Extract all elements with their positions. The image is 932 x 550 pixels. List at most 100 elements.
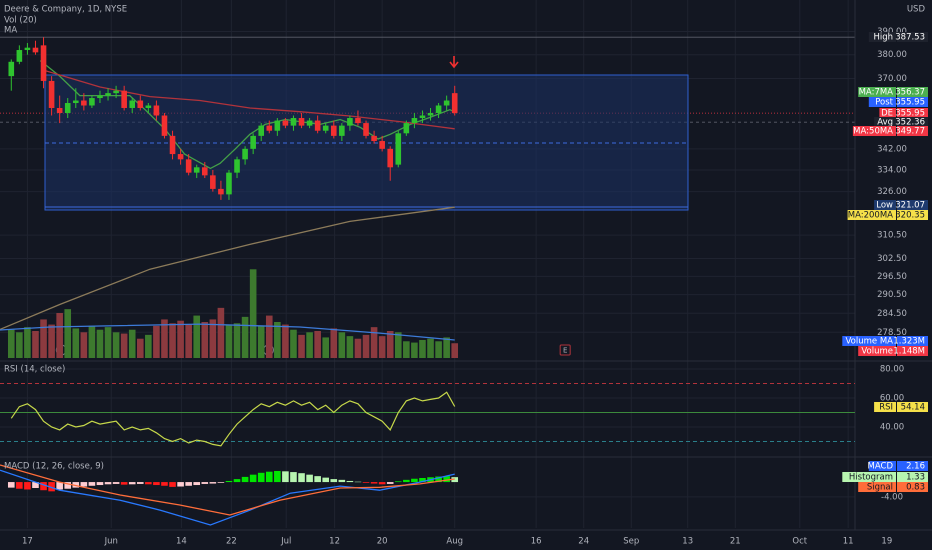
tag-value: 321.07 bbox=[895, 201, 925, 211]
bar bbox=[161, 319, 168, 358]
candle-body bbox=[153, 105, 160, 116]
currency: USD bbox=[907, 5, 926, 15]
bar bbox=[16, 482, 23, 489]
bar bbox=[80, 482, 88, 487]
tag-name-box bbox=[874, 402, 896, 412]
tag-value-box bbox=[897, 117, 928, 127]
candle-body bbox=[395, 133, 402, 165]
tag-name: Low bbox=[876, 201, 893, 211]
bar bbox=[161, 482, 168, 486]
labels: Deere & Company, 1D, NYSE Vol (20) MA RS… bbox=[4, 5, 928, 547]
indicator-line bbox=[44, 69, 455, 130]
bar bbox=[72, 482, 80, 488]
tag-name-box bbox=[842, 472, 896, 482]
bar bbox=[435, 476, 442, 483]
y-tick-label: 284.50 bbox=[877, 309, 907, 319]
bar bbox=[290, 472, 297, 483]
candle-body bbox=[379, 141, 385, 149]
bar bbox=[128, 482, 136, 485]
event-label: E bbox=[563, 347, 567, 355]
bar bbox=[338, 479, 346, 483]
candle-body bbox=[161, 115, 168, 136]
bar bbox=[225, 480, 233, 483]
tag-value: 320.35 bbox=[895, 211, 925, 221]
candle-body bbox=[258, 125, 265, 136]
bar bbox=[120, 482, 128, 485]
y-tick-label: 380.00 bbox=[877, 50, 907, 60]
tag-name-box bbox=[858, 482, 896, 492]
candle-body bbox=[56, 107, 63, 113]
tag-name-box bbox=[858, 87, 896, 97]
candle-body bbox=[314, 120, 321, 131]
x-tick-label: Jun bbox=[104, 537, 118, 547]
candle-body bbox=[234, 159, 240, 173]
bar bbox=[314, 331, 321, 358]
bar bbox=[72, 328, 80, 358]
x-tick-label: 11 bbox=[843, 537, 854, 547]
x-tick-label: 14 bbox=[176, 537, 187, 547]
candle-body bbox=[355, 118, 361, 124]
tag-name-box bbox=[868, 461, 896, 471]
chart-title: Deere & Company, 1D, NYSE bbox=[4, 5, 127, 15]
bar bbox=[24, 327, 31, 358]
bar bbox=[257, 472, 265, 483]
bar bbox=[209, 319, 217, 358]
x-tick-label: 22 bbox=[226, 537, 237, 547]
bar bbox=[233, 323, 241, 358]
bar bbox=[120, 333, 128, 358]
tag-value: 0.83 bbox=[906, 483, 925, 493]
bar bbox=[104, 482, 112, 485]
tag-value-box bbox=[897, 126, 928, 136]
bar bbox=[427, 338, 434, 358]
tag-name-box bbox=[868, 32, 896, 42]
bar bbox=[403, 341, 410, 358]
bar bbox=[370, 327, 378, 358]
tag-value: 349.77 bbox=[895, 127, 925, 137]
candle-body bbox=[322, 125, 329, 131]
bar bbox=[306, 332, 313, 358]
candle-body bbox=[210, 175, 216, 189]
x-tick-label: 24 bbox=[578, 537, 589, 547]
tag-name: MA:200MA bbox=[848, 211, 893, 221]
bar bbox=[282, 324, 289, 358]
tag-value-box bbox=[897, 472, 928, 482]
tag-value-box bbox=[897, 210, 928, 220]
candle-body bbox=[105, 93, 111, 96]
candle-body bbox=[177, 154, 184, 160]
candle-body bbox=[451, 93, 458, 114]
candle-body bbox=[97, 95, 103, 99]
bar bbox=[386, 482, 394, 484]
plot-area: EDE bbox=[0, 37, 855, 526]
y-tick-label: 342.00 bbox=[877, 144, 907, 154]
y-tick-label: 40.00 bbox=[880, 422, 904, 432]
bar bbox=[88, 482, 96, 486]
candle-body bbox=[371, 135, 377, 142]
bar bbox=[378, 336, 386, 358]
bar bbox=[451, 343, 459, 358]
bar bbox=[419, 478, 426, 483]
tag-name-box bbox=[879, 108, 896, 118]
candle-body bbox=[129, 100, 136, 108]
tag-value-box bbox=[897, 346, 928, 356]
bar bbox=[411, 478, 418, 483]
bar bbox=[153, 482, 160, 486]
bar bbox=[411, 342, 418, 358]
candle-body bbox=[298, 118, 305, 126]
bar bbox=[225, 324, 233, 358]
bar bbox=[145, 482, 152, 485]
candle-body bbox=[387, 148, 394, 168]
candle-body bbox=[250, 135, 256, 149]
tag-value-box bbox=[897, 87, 928, 97]
indicator-line bbox=[0, 323, 455, 341]
bar bbox=[40, 319, 47, 358]
bar bbox=[257, 325, 265, 358]
candle-body bbox=[411, 118, 418, 124]
bar bbox=[265, 315, 273, 358]
y-tick-label: 370.00 bbox=[877, 74, 907, 84]
bar bbox=[48, 324, 55, 358]
bar bbox=[241, 316, 249, 358]
bar bbox=[233, 479, 241, 483]
bar bbox=[370, 482, 378, 484]
bar bbox=[265, 471, 273, 483]
tag-value: 352.36 bbox=[895, 118, 925, 128]
